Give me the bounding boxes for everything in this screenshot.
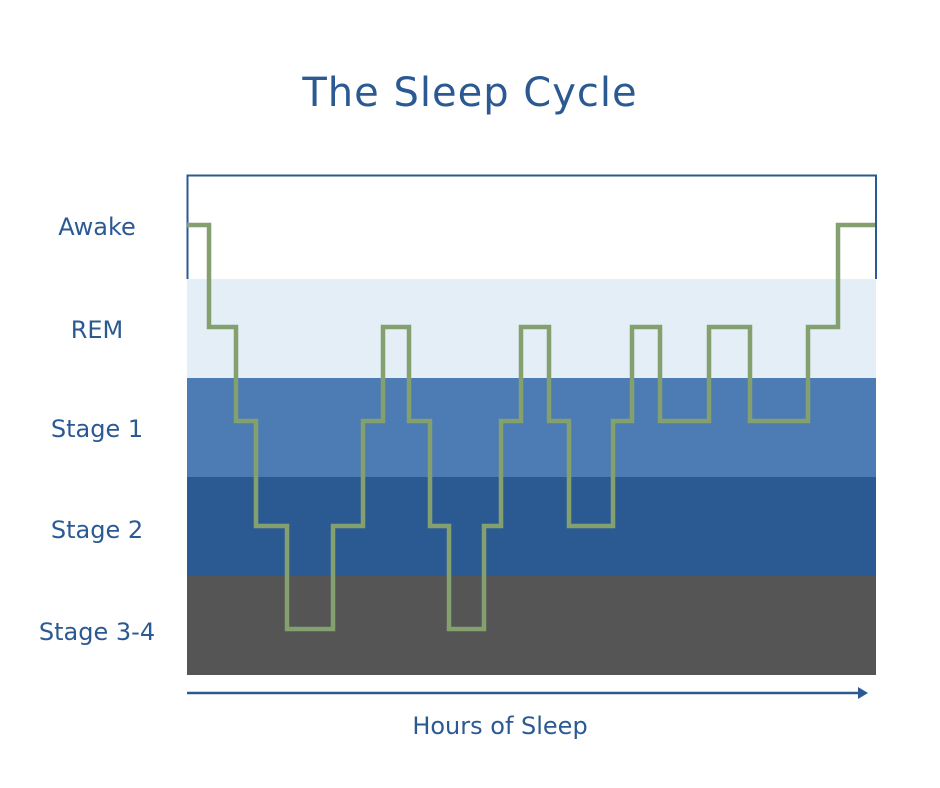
x-axis-arrowhead	[858, 687, 868, 699]
sleep-stage-line	[187, 222, 875, 632]
stage-label-stage34: Stage 3-4	[38, 618, 156, 646]
stage-label-rem: REM	[70, 316, 124, 344]
band-stage2	[187, 477, 876, 576]
x-axis-label: Hours of Sleep	[412, 712, 588, 740]
awake-bracket	[186, 174, 877, 279]
band-stage34	[187, 576, 876, 675]
stage-label-stage1: Stage 1	[50, 415, 144, 443]
stage-label-stage2: Stage 2	[50, 516, 144, 544]
band-stage1	[187, 378, 876, 477]
chart-title: The Sleep Cycle	[302, 70, 638, 116]
stage-label-awake: Awake	[58, 213, 136, 241]
